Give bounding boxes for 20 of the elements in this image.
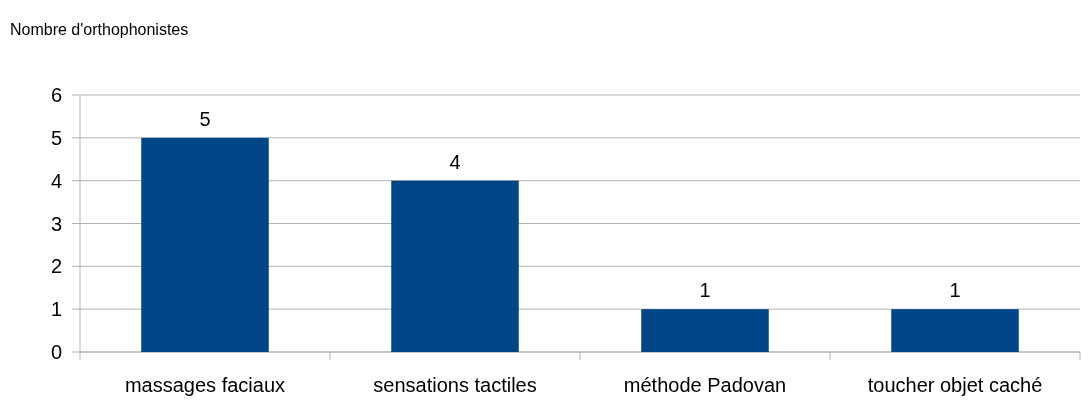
y-tick-label: 4 — [50, 169, 62, 192]
y-tick-label: 2 — [50, 255, 62, 278]
y-axis-title: Nombre d'orthophonistes — [10, 21, 189, 38]
data-label: 5 — [199, 107, 211, 130]
x-tick-label: toucher objet caché — [867, 374, 1043, 396]
data-label: 1 — [949, 279, 961, 302]
y-tick-label: 3 — [50, 212, 62, 235]
y-tick-label: 5 — [50, 126, 62, 149]
bar — [141, 137, 269, 352]
y-tick-label: 0 — [50, 341, 62, 363]
data-label: 4 — [449, 150, 461, 173]
x-tick-label: massages faciaux — [124, 374, 286, 396]
y-tick-label: 1 — [50, 298, 62, 321]
bar — [641, 309, 769, 352]
y-tick-label: 6 — [50, 84, 62, 106]
bar — [891, 309, 1019, 352]
bar — [391, 180, 519, 352]
x-tick-label: méthode Padovan — [623, 374, 787, 396]
x-tick-label: sensations tactiles — [373, 374, 537, 396]
data-label: 1 — [699, 279, 711, 302]
